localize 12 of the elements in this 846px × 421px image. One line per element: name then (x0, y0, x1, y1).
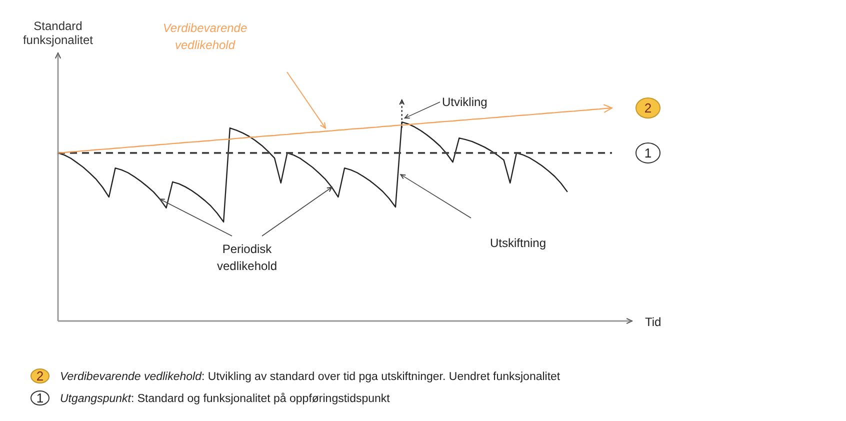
text: Verdibevarende vedlikehold (162, 21, 248, 52)
text: 1 (644, 145, 652, 160)
text: Verdibevarende vedlikehold: Utvikling av standard over tid pga utskiftninger. Uendret funksjonalitet (60, 371, 561, 383)
text: Standard funksjonalitet (22, 19, 94, 47)
text: 2 (36, 368, 44, 384)
annotation: Periodisk vedlikehold (216, 242, 278, 273)
annotation: Utvikling (442, 95, 488, 109)
x-axis-title: Tid (645, 315, 662, 329)
text: 1 (36, 390, 44, 406)
text: Utgangspunkt: Standard og funksjonalitet på oppføringstidspunkt (60, 392, 391, 405)
annotation: Utskiftning (490, 236, 546, 250)
text: 2 (644, 100, 652, 116)
